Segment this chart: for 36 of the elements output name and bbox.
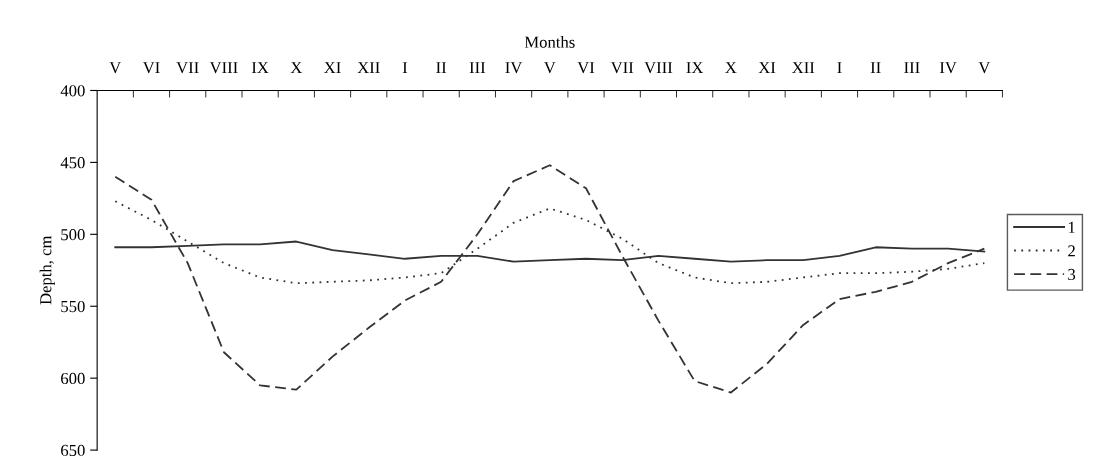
y-tick-label: 550: [61, 300, 85, 313]
x-tick-label: IV: [939, 62, 957, 74]
x-tick-label: III: [904, 62, 920, 74]
y-tick-label: 600: [61, 372, 85, 385]
y-tick-label: 400: [60, 85, 85, 97]
x-tick-label: I: [837, 62, 842, 74]
x-tick-label: X: [725, 62, 737, 74]
legend-label: 2: [1068, 245, 1075, 257]
x-tick-label: IX: [686, 62, 704, 74]
x-tick-label: V: [109, 62, 122, 74]
x-axis-title: Months: [524, 36, 575, 48]
x-tick-label: XI: [758, 62, 776, 74]
x-tick-label: III: [469, 62, 486, 74]
x-tick-label: II: [870, 62, 881, 74]
x-tick-label: VI: [142, 62, 160, 74]
x-tick-label: II: [436, 62, 447, 74]
x-tick-label: XI: [324, 62, 341, 74]
x-tick-label: IX: [251, 62, 269, 74]
x-tick-label: VII: [176, 62, 199, 74]
x-tick-label: XII: [792, 62, 815, 74]
y-tick-label: 500: [61, 229, 85, 241]
x-tick-label: VII: [610, 62, 634, 74]
y-tick-label: 650: [61, 444, 85, 457]
x-tick-label: VIII: [644, 62, 673, 74]
x-tick-label: V: [543, 62, 556, 74]
x-tick-label: VI: [577, 62, 595, 74]
x-tick-label: X: [290, 62, 303, 74]
legend-label: 3: [1068, 268, 1076, 281]
legend-label: 1: [1068, 221, 1075, 233]
x-tick-label: VIII: [209, 62, 238, 74]
x-tick-label: XII: [357, 62, 380, 74]
x-tick-label: I: [402, 62, 408, 74]
x-tick-label: IV: [505, 62, 523, 74]
x-tick-label: V: [978, 62, 991, 74]
y-axis-title: Depth, cm: [39, 235, 55, 305]
y-tick-label: 450: [60, 157, 85, 169]
